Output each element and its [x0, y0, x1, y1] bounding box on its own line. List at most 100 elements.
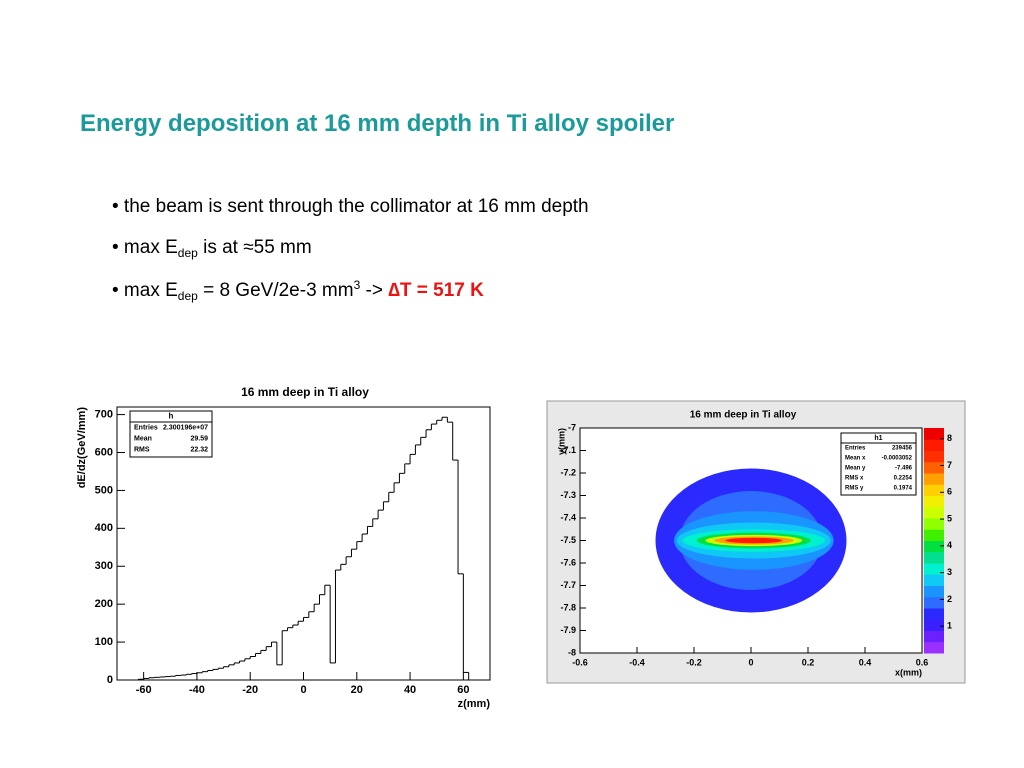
x-tick-label: 60 [457, 684, 469, 696]
stats-box [129, 410, 213, 458]
bullet-text: dep [177, 246, 198, 260]
bullet-text: • the beam is sent through the collimato… [112, 196, 589, 217]
colorbar-band [924, 495, 944, 508]
x-tick-label: -0.2 [686, 657, 702, 667]
bullet-text: • max E [112, 237, 178, 258]
colorbar-label: 5 [947, 513, 952, 523]
bullet: • the beam is sent through the collimato… [112, 196, 589, 237]
colorbar-band [924, 540, 944, 553]
stats-label: Mean y [845, 466, 866, 472]
y-tick-label: 300 [95, 560, 113, 572]
stats-value: 22.32 [190, 446, 208, 453]
x-axis-label: x(mm) [895, 667, 922, 677]
x-tick-label: 0.2 [802, 657, 815, 667]
x-tick-label: 20 [351, 684, 363, 696]
colorbar-label: 6 [947, 487, 952, 497]
colorbar-label: 8 [947, 433, 952, 443]
x-tick-label: 0 [748, 657, 753, 667]
colorbar-band [924, 529, 944, 541]
colorbar-label: 2 [947, 594, 952, 604]
bullet-text: ∆T = 517 K [388, 280, 484, 301]
x-tick-label: -0.6 [572, 657, 588, 667]
colorbar-band [924, 630, 944, 643]
y-tick-label: -7.8 [560, 602, 576, 612]
x-axis-label: z(mm) [458, 698, 491, 710]
colorbar-band [924, 608, 944, 620]
y-tick-label: -7.9 [560, 625, 576, 635]
bullet-text: dep [177, 289, 198, 303]
x-tick-label: 0 [300, 684, 306, 696]
stats-value: 29.59 [190, 435, 208, 442]
colorbar-band [924, 450, 944, 463]
x-tick-label: -0.4 [629, 657, 645, 667]
stats-value: -7.496 [895, 466, 913, 472]
y-tick-label: 400 [95, 522, 113, 534]
stats-title: h [169, 412, 174, 421]
colorbar-label: 3 [947, 567, 952, 577]
stats-label: Mean x [845, 456, 866, 462]
slide-title: Energy deposition at 16 mm depth in Ti a… [80, 110, 675, 137]
x-tick-label: 0.6 [916, 657, 929, 667]
colorbar-band [924, 473, 944, 485]
x-tick-label: -60 [136, 684, 152, 696]
y-tick-label: -7 [568, 422, 576, 432]
x-tick-label: -20 [242, 684, 258, 696]
colorbar-band [924, 641, 944, 654]
colorbar-band [924, 563, 944, 575]
y-tick-label: -7.7 [560, 580, 576, 590]
contour-band [725, 537, 783, 544]
colorbar-band [924, 461, 944, 474]
colorbar-band [924, 574, 944, 586]
y-tick-label: -7.1 [560, 445, 576, 455]
stats-title: h1 [874, 435, 882, 442]
stats-label: Mean [134, 435, 152, 442]
stats-label: RMS x [845, 476, 864, 482]
colorbar-label: 1 [947, 621, 952, 631]
y-tick-label: 700 [95, 408, 113, 420]
colorbar-band [924, 619, 944, 631]
colorbar-band [924, 518, 944, 530]
stats-value: 0.1974 [894, 486, 913, 492]
stats-label: Entries [845, 446, 866, 452]
chart-title: 16 mm deep in Ti alloy [690, 410, 797, 421]
y-tick-label: -7.2 [560, 467, 576, 477]
y-tick-label: -7.6 [560, 557, 576, 567]
y-tick-label: 0 [107, 674, 113, 686]
bullet: • max Edep is at ≈55 mm [112, 237, 589, 278]
y-tick-label: -7.4 [560, 512, 576, 522]
y-tick-label: 100 [95, 636, 113, 648]
chart-title: 16 mm deep in Ti alloy [241, 385, 369, 399]
y-axis-label: dE/dz(GeV/mm) [76, 407, 88, 489]
colorbar-label: 7 [947, 460, 952, 470]
stats-label: RMS [134, 446, 150, 453]
y-axis-label: y(mm) [556, 428, 566, 455]
x-tick-label: 40 [404, 684, 416, 696]
stats-label: Entries [134, 424, 158, 431]
stats-value: -0.0003052 [882, 456, 913, 462]
stats-value: 0.2254 [894, 476, 913, 482]
colorbar-band [924, 506, 944, 519]
stats-value: 2.300196e+07 [163, 424, 208, 431]
bullet-list: • the beam is sent through the collimato… [112, 196, 589, 319]
y-tick-label: -7.3 [560, 490, 576, 500]
bullet-text: • max E [112, 280, 178, 301]
colorbar-label: 4 [947, 540, 952, 550]
bullet-text: is at ≈55 mm [197, 237, 312, 258]
y-tick-label: -8 [568, 647, 576, 657]
stats-label: RMS y [845, 486, 864, 492]
y-tick-label: 200 [95, 598, 113, 610]
stats-value: 239456 [892, 446, 913, 452]
colorbar-band [924, 585, 944, 598]
bullet: • max Edep = 8 GeV/2e-3 mm3 -> ∆T = 517 … [112, 278, 589, 319]
colorbar-band [924, 439, 944, 451]
x-tick-label: -40 [189, 684, 205, 696]
x-tick-label: 0.4 [859, 657, 872, 667]
colorbar-band [924, 484, 944, 496]
bullet-text: = 8 GeV/2e-3 mm [197, 280, 354, 301]
bullet-text: 3 [353, 278, 361, 292]
y-tick-label: -7.5 [560, 535, 576, 545]
bullet-text: -> [360, 280, 389, 301]
colorbar-band [924, 596, 944, 609]
